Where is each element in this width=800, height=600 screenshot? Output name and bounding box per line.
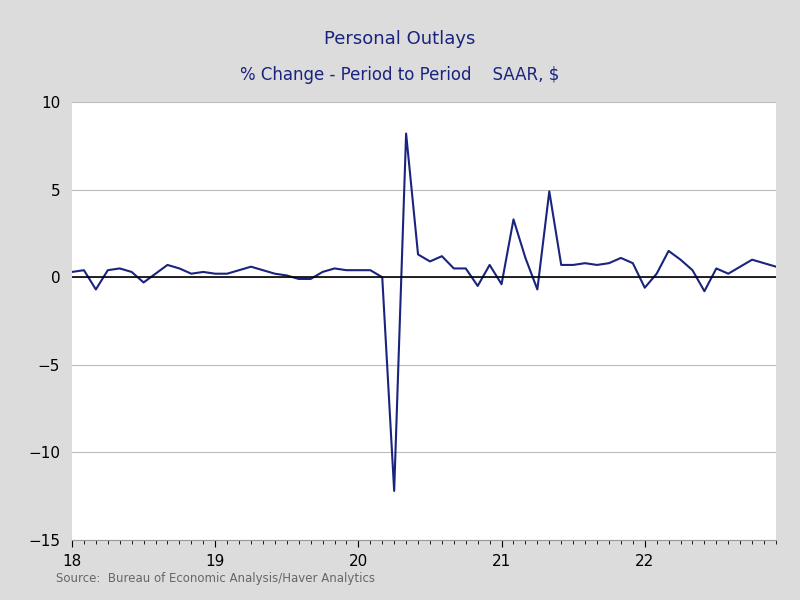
- Text: Personal Outlays: Personal Outlays: [324, 30, 476, 48]
- Text: Source:  Bureau of Economic Analysis/Haver Analytics: Source: Bureau of Economic Analysis/Have…: [56, 572, 375, 585]
- Text: % Change - Period to Period    SAAR, $: % Change - Period to Period SAAR, $: [240, 66, 560, 84]
